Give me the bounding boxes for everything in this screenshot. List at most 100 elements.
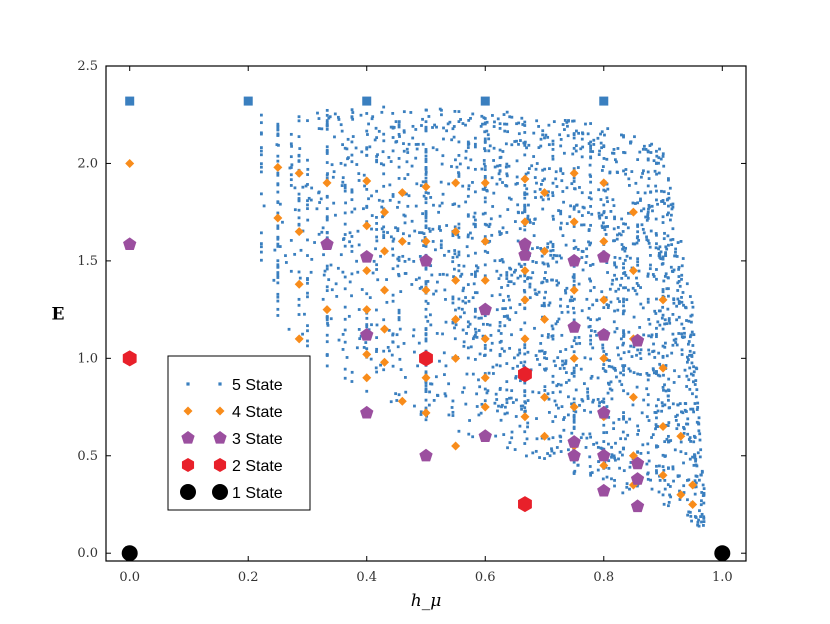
- five-state-point: [350, 115, 354, 119]
- five-state-point: [521, 211, 524, 215]
- five-state-point: [523, 406, 527, 410]
- five-state-point: [325, 264, 329, 268]
- five-state-point: [325, 150, 329, 154]
- five-state-point: [661, 262, 665, 265]
- five-state-point: [457, 429, 461, 433]
- five-state-point: [698, 432, 702, 436]
- five-state-point: [413, 350, 416, 354]
- five-state-point: [492, 191, 496, 195]
- five-state-point: [439, 243, 443, 247]
- five-state-point: [655, 277, 658, 281]
- five-state-point: [276, 295, 280, 299]
- five-state-point: [577, 336, 581, 339]
- five-state-point: [438, 359, 441, 363]
- five-state-point: [596, 376, 600, 380]
- five-state-point: [344, 201, 347, 205]
- five-state-point: [325, 285, 329, 289]
- five-state-point: [325, 145, 329, 149]
- five-state-point: [597, 188, 601, 192]
- five-state-point: [281, 220, 284, 224]
- five-state-point: [473, 190, 477, 194]
- five-state-point: [481, 322, 485, 326]
- five-state-point: [574, 144, 578, 147]
- five-state-point: [555, 384, 559, 388]
- five-state-point: [662, 190, 666, 194]
- five-state-point: [620, 217, 624, 221]
- five-state-point: [457, 263, 461, 267]
- five-state-point: [667, 178, 670, 182]
- five-state-point: [505, 122, 509, 126]
- five-state-point: [645, 415, 649, 419]
- five-state-point: [447, 413, 451, 417]
- five-state-point: [483, 343, 487, 347]
- five-state-point: [376, 278, 380, 282]
- five-state-point: [362, 173, 366, 177]
- five-state-point: [343, 146, 347, 150]
- five-state-point: [584, 446, 588, 449]
- five-state-point: [562, 151, 566, 155]
- five-state-point: [646, 442, 650, 446]
- five-state-point: [259, 258, 263, 262]
- five-state-point: [471, 435, 475, 439]
- five-state-point: [374, 366, 378, 370]
- five-state-point: [682, 431, 686, 435]
- y-tick-label: 1.0: [77, 351, 98, 366]
- five-state-point: [501, 181, 504, 184]
- five-state-point: [685, 385, 689, 388]
- five-state-point: [636, 348, 640, 352]
- five-state-point: [578, 342, 582, 345]
- one-state-point: [714, 545, 731, 562]
- five-state-point: [636, 257, 640, 261]
- five-state-point: [694, 481, 698, 485]
- five-state-point: [543, 350, 547, 354]
- five-state-point: [589, 205, 593, 208]
- five-state-point: [580, 398, 584, 401]
- five-state-point: [429, 323, 433, 327]
- five-state-point: [465, 332, 468, 335]
- five-state-point: [350, 294, 353, 298]
- five-state-point: [424, 370, 428, 374]
- y-tick-label: 0.5: [77, 449, 98, 464]
- five-state-point: [700, 470, 704, 474]
- five-state-point: [621, 364, 625, 368]
- five-state-point: [377, 129, 381, 133]
- five-state-point: [559, 227, 563, 231]
- five-state-point: [495, 269, 499, 273]
- five-state-point: [259, 192, 263, 196]
- five-state-point: [509, 197, 513, 201]
- five-state-point: [325, 194, 329, 198]
- five-state-point: [424, 226, 428, 230]
- five-state-point: [646, 472, 649, 476]
- five-state-point: [424, 196, 428, 200]
- five-state-point: [614, 289, 618, 293]
- five-state-point: [683, 408, 687, 412]
- five-state-point: [367, 122, 370, 126]
- five-state-point: [366, 133, 369, 136]
- four-state-point: [380, 357, 390, 367]
- five-state-point: [666, 213, 669, 217]
- five-state-point: [697, 524, 701, 528]
- five-state-point: [419, 410, 423, 414]
- five-state-point: [473, 307, 477, 311]
- five-state-point: [343, 189, 347, 193]
- five-state-point: [350, 188, 354, 192]
- five-state-point: [671, 332, 675, 336]
- five-state-point: [462, 386, 466, 390]
- five-state-point: [620, 383, 624, 387]
- five-state-point: [386, 231, 389, 234]
- five-state-point: [485, 188, 488, 192]
- five-state-point: [437, 227, 441, 231]
- five-state-point: [677, 275, 681, 278]
- five-state-point: [526, 217, 530, 221]
- five-state-point: [559, 256, 563, 260]
- five-state-point: [597, 460, 601, 464]
- five-state-point: [365, 112, 369, 115]
- five-state-point: [370, 227, 373, 231]
- five-state-point: [612, 151, 616, 155]
- five-state-point: [410, 164, 414, 168]
- five-state-point: [647, 177, 651, 180]
- five-state-point: [464, 296, 467, 299]
- five-state-point: [426, 302, 430, 305]
- five-state-point: [613, 478, 616, 482]
- four-state-point: [540, 314, 550, 324]
